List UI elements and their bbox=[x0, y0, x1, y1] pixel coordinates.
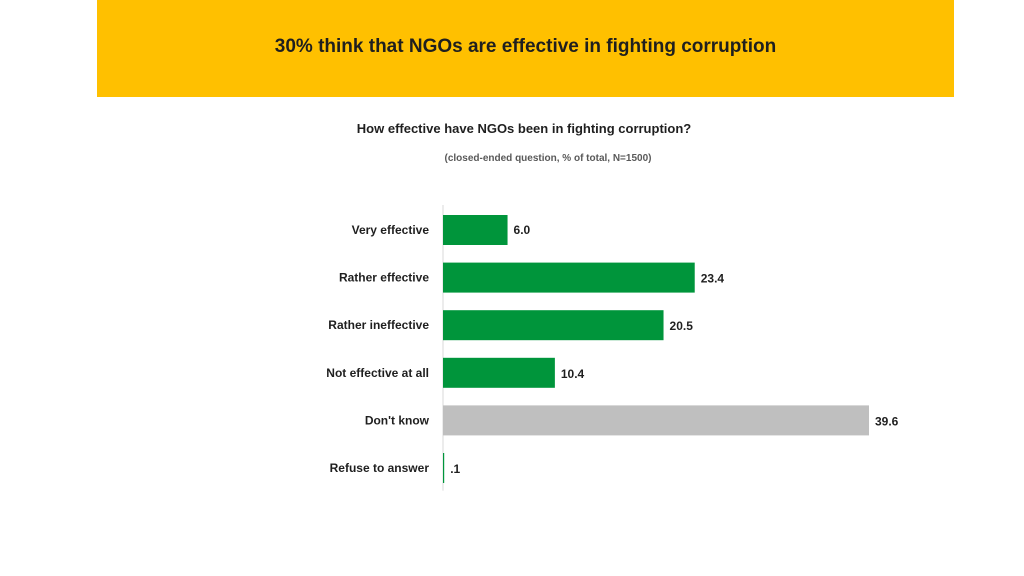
category-label: Very effective bbox=[352, 223, 430, 237]
bar-5 bbox=[443, 453, 445, 483]
chart-question: How effective have NGOs been in fighting… bbox=[356, 121, 692, 136]
title-banner: 30% think that NGOs are effective in fig… bbox=[97, 0, 954, 97]
category-label: Refuse to answer bbox=[330, 461, 430, 475]
value-label: 23.4 bbox=[701, 272, 725, 286]
bar-1 bbox=[443, 262, 695, 293]
bar-4 bbox=[443, 405, 869, 436]
page-title: 30% think that NGOs are effective in fig… bbox=[274, 36, 777, 57]
value-label: 10.4 bbox=[561, 367, 585, 381]
value-label: .1 bbox=[450, 462, 460, 476]
bar-0 bbox=[443, 215, 508, 245]
chart-note: (closed-ended question, % of total, N=15… bbox=[444, 153, 652, 164]
value-label: 6.0 bbox=[514, 223, 531, 237]
bar-2 bbox=[443, 310, 664, 341]
category-label: Don't know bbox=[365, 413, 430, 427]
bar-3 bbox=[443, 357, 555, 388]
value-label: 39.6 bbox=[875, 414, 899, 428]
category-label: Not effective at all bbox=[326, 366, 429, 380]
value-label: 20.5 bbox=[670, 319, 694, 333]
category-label: Rather ineffective bbox=[328, 318, 429, 332]
category-label: Rather effective bbox=[339, 271, 429, 285]
